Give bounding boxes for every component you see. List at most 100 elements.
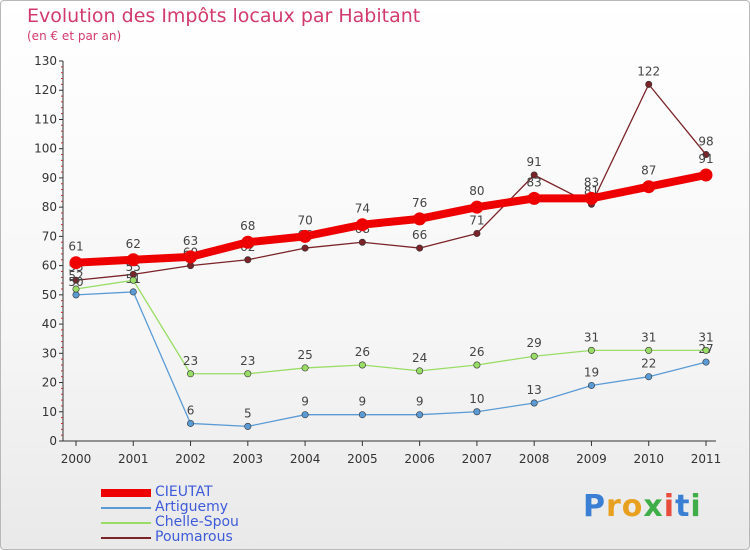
- legend-item: Poumarous: [101, 530, 239, 545]
- chart-subtitle: (en € et par an): [27, 29, 122, 43]
- series-poumarous: 5557606266686671918112298: [68, 64, 714, 284]
- legend: CIEUTAT Artiguemy Chelle-Spou Poumarous: [101, 485, 239, 545]
- legend-label: CIEUTAT: [155, 484, 213, 500]
- data-label: 9: [359, 395, 367, 409]
- data-point: [241, 235, 255, 249]
- data-point: [129, 276, 137, 284]
- x-tick-label: 2010: [633, 452, 664, 466]
- data-point: [413, 212, 427, 226]
- data-label: 71: [469, 213, 484, 227]
- axes: 0 10 20 30 40 50 60 70 80 90 100 110 120 130 2000 2001 2…: [34, 54, 721, 466]
- data-label: 68: [240, 219, 255, 233]
- logo-letter: x: [643, 489, 664, 524]
- y-tick-label: 120: [34, 83, 57, 97]
- data-point: [645, 80, 653, 88]
- y-tick-label: 130: [34, 54, 57, 68]
- logo-letter: P: [583, 489, 606, 524]
- data-label: 24: [412, 351, 427, 365]
- data-label: 66: [412, 228, 427, 242]
- data-point: [645, 346, 653, 354]
- data-point: [69, 256, 83, 270]
- legend-swatch: [101, 521, 151, 524]
- data-point: [702, 358, 710, 366]
- series-line: [75, 279, 707, 375]
- data-label: 61: [68, 240, 83, 254]
- x-tick-label: 2006: [404, 452, 435, 466]
- data-label: 83: [527, 175, 542, 189]
- data-point: [473, 361, 481, 369]
- data-label: 50: [68, 275, 83, 289]
- data-point: [358, 361, 366, 369]
- legend-label: Chelle-Spou: [155, 514, 239, 530]
- data-label: 63: [183, 234, 198, 248]
- data-label: 5: [244, 406, 252, 420]
- x-tick-label: 2009: [576, 452, 607, 466]
- x-tick-label: 2001: [118, 452, 149, 466]
- data-label: 25: [297, 348, 312, 362]
- x-tick-label: 2007: [462, 452, 493, 466]
- x-tick-label: 2005: [347, 452, 378, 466]
- proxiti-logo: Proxiti: [583, 489, 702, 524]
- data-point: [587, 381, 595, 389]
- data-label: 52: [68, 269, 83, 283]
- data-point: [530, 399, 538, 407]
- data-label: 10: [469, 392, 484, 406]
- y-tick-label: 30: [42, 346, 57, 360]
- data-point: [527, 191, 541, 205]
- data-point: [702, 151, 710, 159]
- data-label: 9: [416, 395, 424, 409]
- data-point: [301, 364, 309, 372]
- data-label: 31: [584, 330, 599, 344]
- data-label: 62: [126, 237, 141, 251]
- data-label: 23: [183, 354, 198, 368]
- data-label: 31: [698, 330, 713, 344]
- data-label: 29: [527, 336, 542, 350]
- data-point: [702, 346, 710, 354]
- series-line: [75, 83, 707, 281]
- data-point: [129, 288, 137, 296]
- data-point: [244, 370, 252, 378]
- legend-swatch: [101, 506, 151, 509]
- series-line: [75, 291, 707, 428]
- data-point: [187, 370, 195, 378]
- data-point: [358, 411, 366, 419]
- data-label: 31: [641, 330, 656, 344]
- data-point: [699, 168, 713, 182]
- data-point: [584, 191, 598, 205]
- data-label: 80: [469, 184, 484, 198]
- x-tick-label: 2004: [290, 452, 321, 466]
- x-tick-label: 2000: [61, 452, 92, 466]
- data-point: [184, 250, 198, 264]
- data-label: 91: [698, 152, 713, 166]
- data-point: [72, 285, 80, 293]
- y-tick-label: 40: [42, 317, 57, 331]
- y-tick-label: 90: [42, 171, 57, 185]
- data-label: 6: [187, 403, 195, 417]
- series-cieutat: 61 62 63 68 70 74 76 80 83 83 87 91: [68, 152, 714, 270]
- data-label: 83: [584, 175, 599, 189]
- y-tick-label: 20: [42, 376, 57, 390]
- data-point: [301, 411, 309, 419]
- data-point: [530, 352, 538, 360]
- data-point: [187, 262, 195, 270]
- y-tick-label: 100: [34, 142, 57, 156]
- y-tick-label: 0: [49, 434, 57, 448]
- y-tick-label: 70: [42, 229, 57, 243]
- legend-item: CIEUTAT: [101, 485, 239, 500]
- data-point: [416, 411, 424, 419]
- data-label: 76: [412, 196, 427, 210]
- data-label: 23: [240, 354, 255, 368]
- data-label: 87: [641, 164, 656, 178]
- data-point: [470, 200, 484, 214]
- legend-swatch: [101, 488, 151, 497]
- data-point: [355, 218, 369, 232]
- data-point: [473, 229, 481, 237]
- data-label: 26: [355, 345, 370, 359]
- data-point: [298, 229, 312, 243]
- data-point: [416, 244, 424, 252]
- data-label: 98: [698, 135, 713, 149]
- data-point: [244, 422, 252, 430]
